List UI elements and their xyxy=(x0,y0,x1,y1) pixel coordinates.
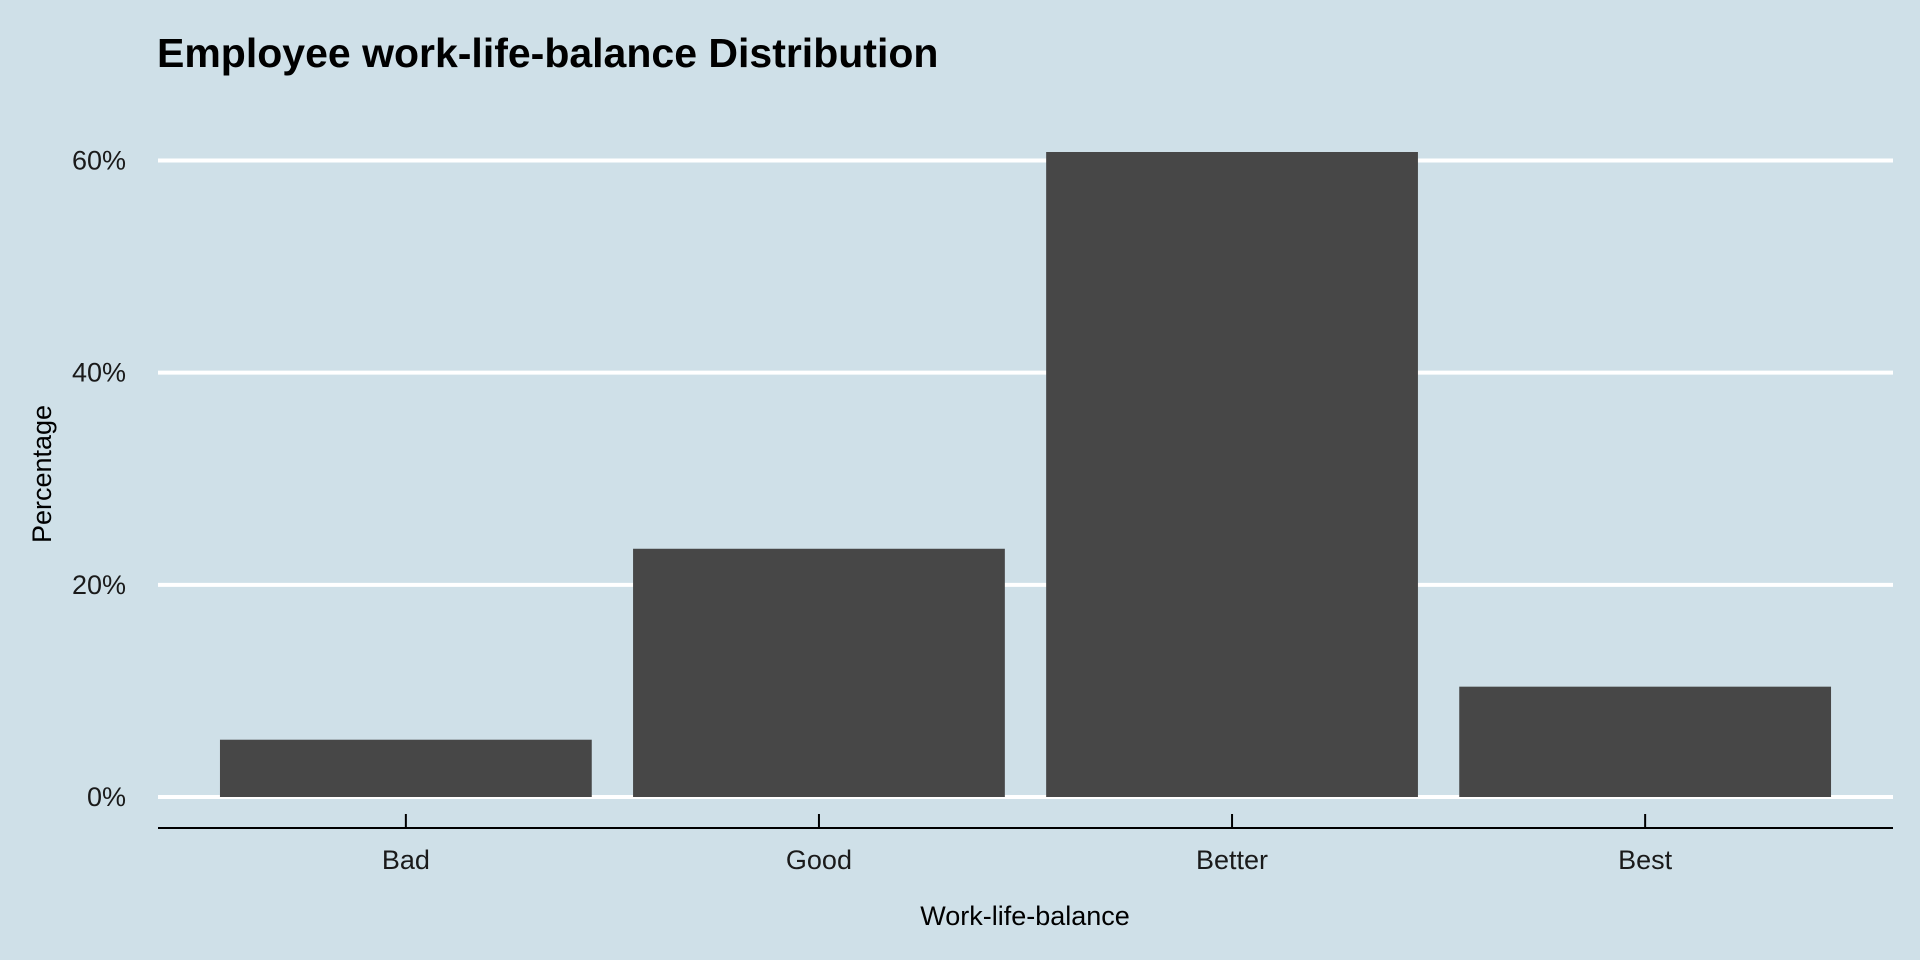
y-axis-title: Percentage xyxy=(27,405,57,543)
bars xyxy=(219,152,1832,797)
x-tick-label: Bad xyxy=(382,845,430,875)
y-tick-label: 0% xyxy=(87,782,126,812)
bar-best xyxy=(1459,686,1832,797)
x-ticks: Bad Good Better Best xyxy=(382,814,1673,875)
x-tick-label: Better xyxy=(1196,845,1268,875)
y-tick-label: 40% xyxy=(72,358,126,388)
x-tick-label: Best xyxy=(1618,845,1673,875)
y-tick-label: 20% xyxy=(72,570,126,600)
bar-bad xyxy=(219,739,592,797)
x-axis-title: Work-life-balance xyxy=(920,901,1130,931)
chart-title: Employee work-life-balance Distribution xyxy=(157,30,938,76)
x-tick-label: Good xyxy=(786,845,852,875)
bar-good xyxy=(633,548,1005,797)
y-tick-labels: 0% 20% 40% 60% xyxy=(72,145,126,812)
bar-better xyxy=(1046,152,1418,797)
y-tick-label: 60% xyxy=(72,145,126,175)
